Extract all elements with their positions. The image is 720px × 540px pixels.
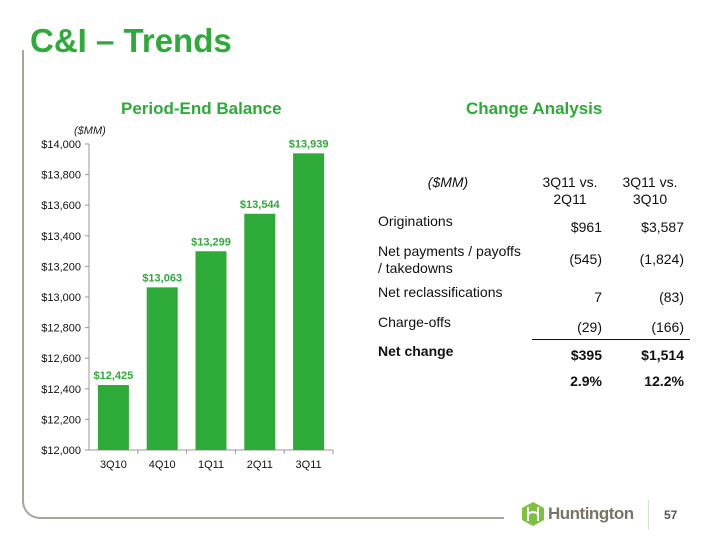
row-v1: (545) (569, 251, 602, 267)
x-tick-label: 1Q11 (198, 459, 224, 471)
y-tick-label: $12,400 (41, 384, 81, 396)
x-tick-label: 3Q10 (100, 459, 127, 471)
row-label: Originations (378, 213, 453, 229)
huntington-mark-icon (522, 502, 544, 526)
change-analysis-title: Change Analysis (466, 99, 603, 118)
row-label: Net reclassifications (378, 284, 503, 300)
bar-1Q11 (195, 251, 227, 450)
y-axis-unit: ($MM) (74, 125, 106, 137)
data-label: $12,425 (94, 370, 134, 382)
y-tick-label: $14,000 (41, 139, 81, 151)
x-tick-label: 4Q10 (149, 459, 176, 471)
x-tick-label: 2Q11 (247, 459, 273, 471)
unit-header: ($MM) (427, 174, 469, 190)
col2-header-line1: 3Q11 vs. (622, 174, 678, 190)
row-v2: $3,587 (641, 219, 684, 235)
row-v2: (166) (651, 319, 684, 335)
slide-title: C&I – Trends (30, 22, 232, 59)
total-label: Net change (378, 343, 454, 359)
pct-v2: 12.2% (644, 373, 684, 389)
data-label: $13,939 (289, 138, 329, 150)
chart-title: Period-End Balance (121, 99, 282, 118)
y-tick-label: $13,000 (41, 292, 81, 304)
row-v2: (83) (659, 289, 684, 305)
row-v1: (29) (577, 319, 602, 335)
y-tick-label: $13,200 (41, 261, 81, 273)
data-label: $13,544 (240, 199, 281, 211)
total-v2: $1,514 (641, 347, 684, 363)
total-v1: $395 (570, 347, 602, 363)
row-label-line2: / takedowns (378, 260, 453, 276)
footer-divider (648, 500, 649, 530)
y-tick-label: $13,800 (41, 170, 81, 182)
bar-3Q11 (293, 153, 325, 450)
row-label: Charge-offs (378, 314, 451, 330)
y-tick-label: $12,200 (41, 414, 81, 426)
data-label: $13,063 (142, 272, 182, 284)
bar-2Q11 (244, 213, 276, 450)
bar-4Q10 (146, 287, 178, 450)
y-tick-label: $13,600 (41, 200, 81, 212)
x-tick-label: 3Q11 (296, 459, 322, 471)
row-label: Net payments / payoffs (378, 243, 521, 259)
y-tick-label: $12,000 (41, 445, 81, 457)
total-rule (532, 339, 690, 340)
row-v1: $961 (570, 219, 602, 235)
bar-3Q10 (97, 384, 129, 450)
row-v2: (1,824) (639, 251, 684, 267)
brand-name: Huntington (548, 504, 634, 523)
page-number: 57 (664, 508, 678, 522)
frame-border (22, 50, 504, 519)
row-v1: 7 (594, 289, 602, 305)
y-tick-label: $12,800 (41, 323, 81, 335)
y-tick-label: $13,400 (41, 231, 81, 243)
pct-v1: 2.9% (570, 373, 602, 389)
data-label: $13,299 (191, 236, 231, 248)
col1-header-line1: 3Q11 vs. (542, 174, 598, 190)
col1-header-line2: 2Q11 (553, 191, 587, 207)
huntington-logo: Huntington (522, 502, 634, 526)
y-tick-label: $12,600 (41, 353, 81, 365)
col2-header-line2: 3Q10 (632, 191, 668, 207)
